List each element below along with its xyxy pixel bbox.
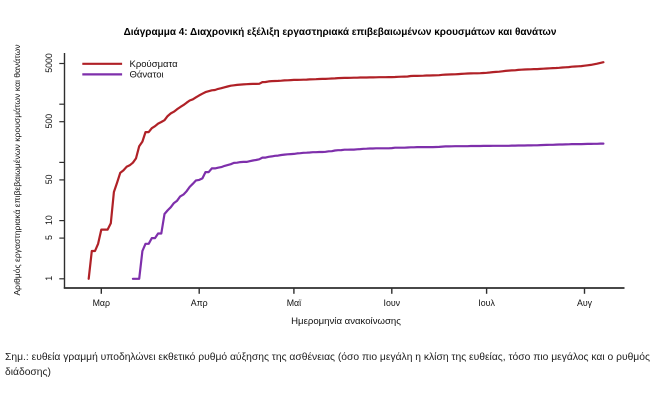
svg-text:Κρούσματα: Κρούσματα <box>130 59 179 70</box>
svg-text:Μαρ: Μαρ <box>93 298 110 308</box>
svg-text:Αριθμός εργαστηριακά επιβεβαιω: Αριθμός εργαστηριακά επιβεβαιωμένων κρου… <box>12 44 22 295</box>
svg-text:50: 50 <box>44 174 54 184</box>
svg-text:Ιουν: Ιουν <box>384 298 401 308</box>
svg-text:Διάγραμμα 4: Διαχρονική εξέλιξ: Διάγραμμα 4: Διαχρονική εξέλιξη εργαστηρ… <box>124 27 557 38</box>
svg-text:5000: 5000 <box>44 53 54 73</box>
svg-text:Ημερομηνία ανακοίνωσης: Ημερομηνία ανακοίνωσης <box>291 316 401 327</box>
svg-text:Αυγ: Αυγ <box>577 298 593 308</box>
svg-text:10: 10 <box>44 215 54 225</box>
svg-text:5: 5 <box>44 235 54 240</box>
svg-text:Ιουλ: Ιουλ <box>478 298 495 308</box>
svg-text:Θάνατοι: Θάνατοι <box>130 70 164 81</box>
svg-text:Μαϊ: Μαϊ <box>287 298 302 308</box>
svg-text:1: 1 <box>44 276 54 281</box>
svg-text:500: 500 <box>44 114 54 129</box>
svg-text:Απρ: Απρ <box>191 298 208 308</box>
